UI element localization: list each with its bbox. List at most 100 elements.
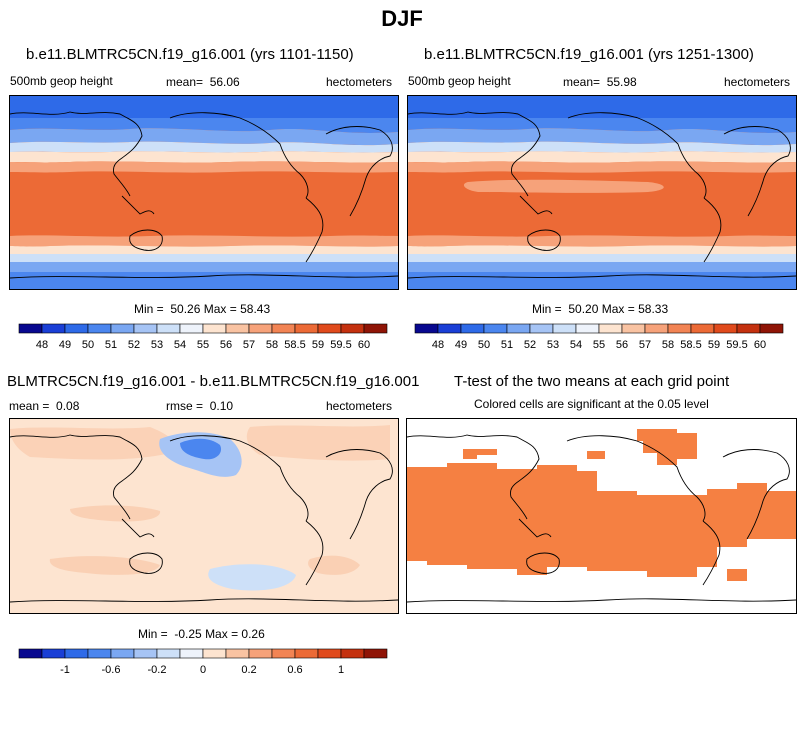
panel3-mean: mean = 0.08 (9, 399, 80, 413)
colorbar-tick-label: 52 (524, 339, 536, 351)
panel3-map (9, 418, 399, 614)
significant-region-small-2 (587, 451, 605, 459)
significant-region-tropics (407, 463, 796, 577)
panel2-map-svg (408, 96, 796, 289)
band-north-1 (10, 96, 398, 118)
negative-anomaly-south (208, 564, 296, 591)
colorbar-swatch (713, 323, 738, 334)
colorbar-tick-label: 49 (455, 339, 467, 351)
negative-anomaly-core (180, 438, 222, 460)
colorbar-swatch (340, 323, 365, 334)
colorbar-tick-label: 1 (338, 664, 344, 676)
colorbar-tick-label: 57 (639, 339, 651, 351)
colorbar-swatch (271, 323, 296, 334)
panel2-variable-label: 500mb geop height (408, 74, 511, 88)
colorbar-tick-label: 0.2 (241, 664, 256, 676)
colorbar-swatch (736, 323, 761, 334)
australia (527, 229, 561, 251)
colorbar-swatch (340, 648, 365, 659)
colorbar-tick-label: 60 (358, 339, 370, 351)
colorbar-tick-label: 59.5 (330, 339, 351, 351)
colorbar-tick-label: 59.5 (726, 339, 747, 351)
colorbar-swatch (317, 323, 342, 334)
indonesia (121, 195, 155, 215)
colorbar-swatch (133, 323, 158, 334)
colorbar-swatch (179, 648, 204, 659)
asia-coast (407, 434, 540, 520)
panel1-coastlines (10, 111, 398, 279)
panel2-units: hectometers (724, 75, 791, 89)
lighter-tropical-patch (463, 179, 664, 193)
colorbar-tick-label: 49 (59, 339, 71, 351)
colorbar-swatch (156, 323, 181, 334)
colorbar-tick-label: 56 (616, 339, 628, 351)
colorbar-tick-label: 50 (478, 339, 490, 351)
colorbar-swatch (598, 323, 623, 334)
colorbar-swatch (414, 323, 439, 334)
australia (129, 229, 163, 251)
colorbar-swatch (294, 323, 319, 334)
colorbar-swatch (179, 323, 204, 334)
colorbar-swatch (294, 648, 319, 659)
positive-anomaly-2 (246, 425, 390, 461)
panel2-title: b.e11.BLMTRC5CN.f19_g16.001 (yrs 1251-13… (424, 46, 754, 63)
panel3-coastlines (10, 434, 398, 603)
band-north-5 (10, 151, 398, 163)
europe-africa (325, 449, 393, 540)
south-america (702, 520, 721, 586)
asia-coast (10, 434, 143, 520)
significant-region-small-1 (463, 449, 497, 459)
panel2-colorbar: 48 49 50 51 52 53 54 55 56 57 58 58.5 59 59.5 60 (414, 323, 786, 353)
panel4-map-svg (407, 419, 796, 613)
band-north-2 (10, 118, 398, 133)
colorbar-tick-label: 48 (432, 339, 444, 351)
north-america (567, 112, 707, 199)
colorbar-swatch (271, 648, 296, 659)
colorbar-swatch (437, 323, 462, 334)
colorbar-swatch (690, 323, 715, 334)
panel1-units: hectometers (326, 75, 393, 89)
antarctica (407, 598, 796, 603)
colorbar-swatch (225, 648, 250, 659)
indonesia (519, 195, 553, 215)
indonesia (518, 518, 552, 538)
panel3-minmax: Min = -0.25 Max = 0.26 (138, 627, 265, 641)
band-north-6 (10, 161, 398, 173)
colorbar-swatch (667, 323, 692, 334)
colorbar-tick-label: 55 (197, 339, 209, 351)
panel3-colorbar-svg: -1 -0.6 -0.2 0 0.2 0.6 1 (18, 648, 388, 676)
asia-coast (408, 111, 541, 197)
colorbar-tick-label: 0 (200, 664, 206, 676)
positive-anomaly-5 (308, 555, 360, 575)
band-south-5 (10, 272, 398, 289)
band-north-5 (408, 151, 796, 163)
colorbar-swatch (363, 648, 388, 659)
band-south-3 (10, 254, 398, 262)
colorbar-swatch (363, 323, 388, 334)
colorbar-tick-label: 52 (128, 339, 140, 351)
colorbar-swatch (248, 648, 273, 659)
band-south-5 (408, 272, 796, 289)
colorbar-swatch (156, 648, 181, 659)
colorbar-swatch (529, 323, 554, 334)
colorbar-swatch (621, 323, 646, 334)
band-south-4 (10, 262, 398, 272)
north-america (566, 435, 706, 522)
band-north-1 (408, 96, 796, 118)
south-america (703, 197, 722, 263)
colorbar-swatch (41, 323, 66, 334)
band-south-1 (10, 235, 398, 247)
colorbar-tick-label: 58 (266, 339, 278, 351)
band-south-3 (408, 254, 796, 262)
colorbar-swatch (202, 648, 227, 659)
colorbar-swatch (110, 323, 135, 334)
band-north-2 (408, 118, 796, 133)
colorbar-tick-label: 50 (82, 339, 94, 351)
main-title: DJF (381, 6, 423, 31)
positive-anomaly-4 (49, 556, 161, 575)
europe-africa (325, 126, 393, 217)
colorbar-tick-label: 54 (570, 339, 582, 351)
colorbar-tick-label: 60 (754, 339, 766, 351)
panel3-rmse: rmse = 0.10 (166, 399, 234, 413)
south-america (305, 197, 324, 263)
